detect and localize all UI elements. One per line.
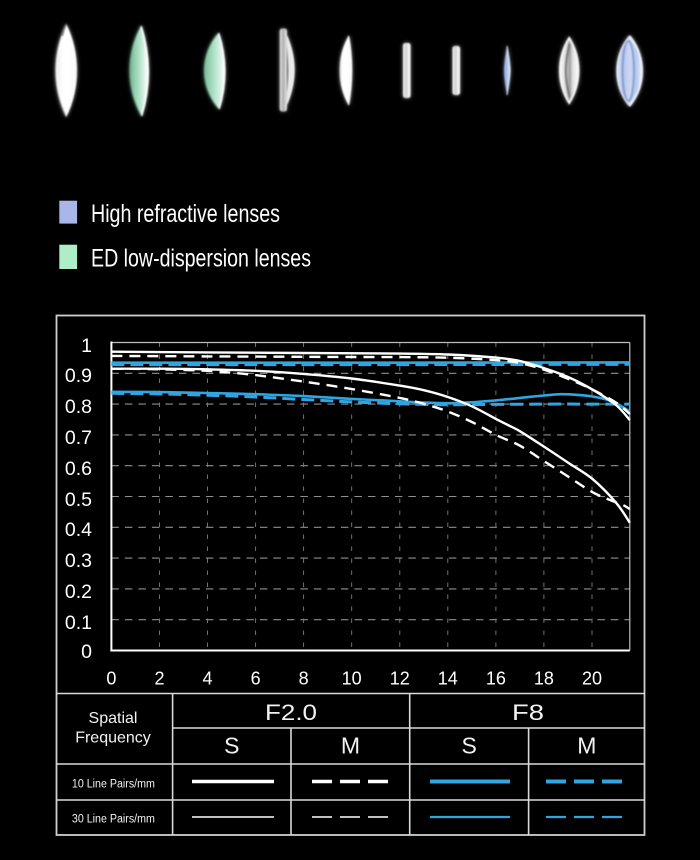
svg-text:2: 2 bbox=[154, 669, 164, 689]
svg-text:6: 6 bbox=[251, 669, 261, 689]
svg-text:0.2: 0.2 bbox=[65, 581, 92, 603]
svg-text:30 Line Pairs/mm: 30 Line Pairs/mm bbox=[72, 814, 155, 826]
svg-text:0.6: 0.6 bbox=[65, 458, 92, 480]
svg-text:S: S bbox=[462, 733, 477, 759]
svg-text:0.5: 0.5 bbox=[65, 489, 92, 511]
svg-text:0.9: 0.9 bbox=[65, 365, 92, 387]
svg-text:F8: F8 bbox=[512, 700, 544, 725]
svg-text:M: M bbox=[341, 733, 360, 759]
svg-text:High refractive lenses: High refractive lenses bbox=[91, 200, 280, 228]
svg-text:M: M bbox=[577, 733, 596, 759]
svg-text:Spatial: Spatial bbox=[89, 710, 138, 727]
svg-text:12: 12 bbox=[390, 669, 410, 689]
svg-text:0.1: 0.1 bbox=[65, 612, 92, 634]
svg-text:4: 4 bbox=[202, 669, 212, 689]
svg-text:F2.0: F2.0 bbox=[265, 700, 317, 725]
svg-text:Frequency: Frequency bbox=[75, 730, 151, 747]
svg-text:0.3: 0.3 bbox=[65, 550, 92, 572]
svg-text:0: 0 bbox=[81, 641, 92, 663]
svg-text:S: S bbox=[224, 733, 239, 759]
svg-text:20: 20 bbox=[582, 669, 602, 689]
svg-text:ED low-dispersion lenses: ED low-dispersion lenses bbox=[91, 245, 311, 273]
svg-text:10 Line Pairs/mm: 10 Line Pairs/mm bbox=[72, 779, 155, 791]
svg-text:0.4: 0.4 bbox=[65, 519, 92, 541]
svg-text:8: 8 bbox=[299, 669, 309, 689]
svg-text:1: 1 bbox=[81, 335, 92, 357]
svg-text:14: 14 bbox=[438, 669, 458, 689]
svg-text:0.8: 0.8 bbox=[65, 396, 92, 418]
svg-text:0.7: 0.7 bbox=[65, 427, 92, 449]
svg-text:16: 16 bbox=[486, 669, 506, 689]
svg-text:18: 18 bbox=[534, 669, 554, 689]
svg-text:10: 10 bbox=[342, 669, 362, 689]
svg-text:0: 0 bbox=[106, 669, 116, 689]
